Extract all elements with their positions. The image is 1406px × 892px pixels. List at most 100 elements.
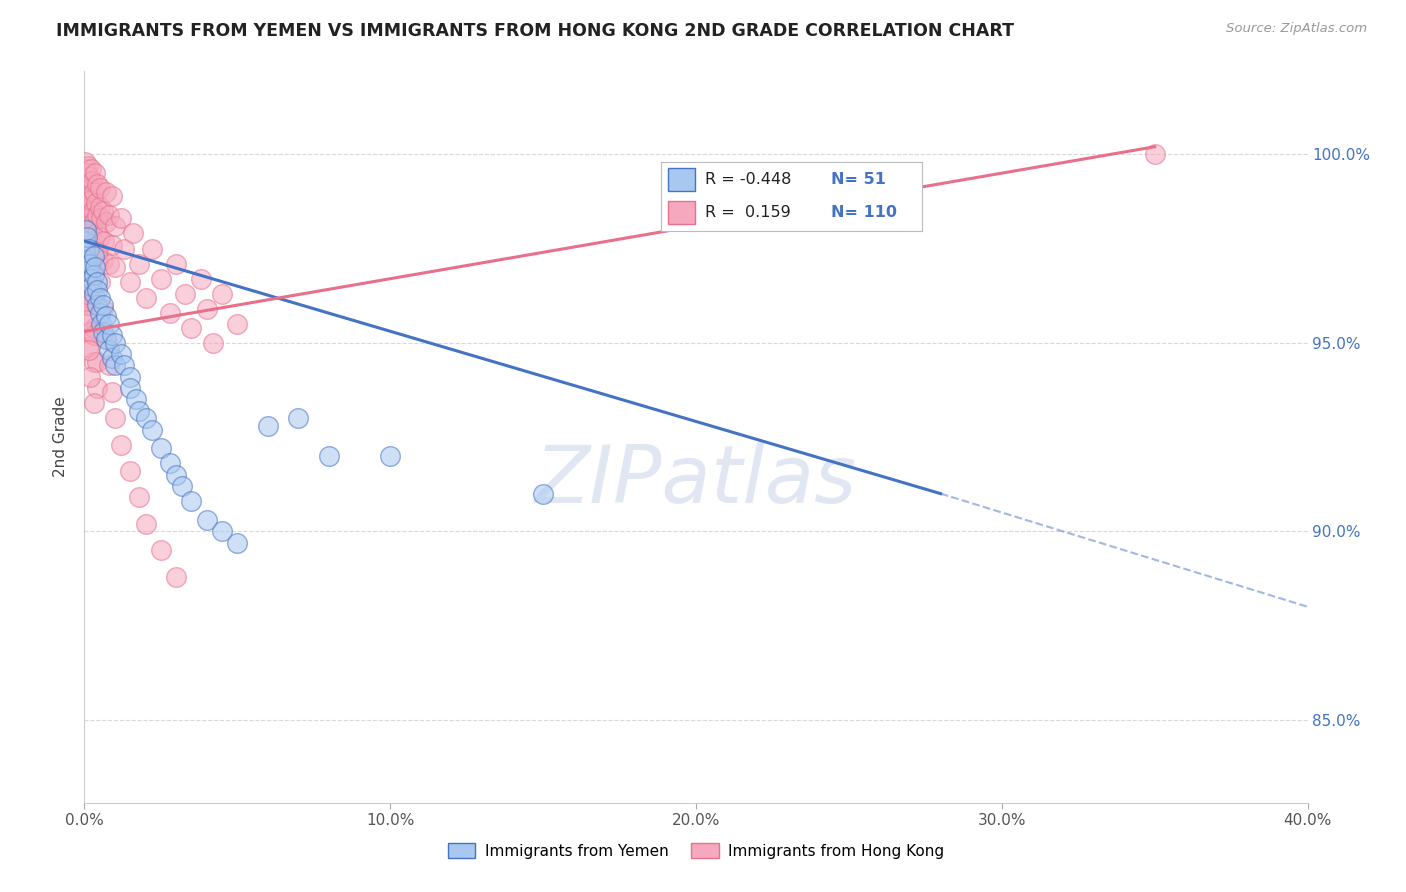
Point [83, 234, 105, 248]
Point [211, 524, 233, 539]
Point [76, 178, 98, 192]
Point [73, 174, 96, 188]
Point [287, 411, 309, 425]
Point [86, 276, 108, 290]
Point [89, 230, 111, 244]
Point [190, 271, 212, 285]
Point [79, 325, 101, 339]
Point [75, 230, 97, 244]
Point [80, 174, 103, 188]
Point [180, 494, 202, 508]
Point [128, 257, 150, 271]
Point [135, 411, 157, 425]
Point [104, 219, 127, 233]
Point [165, 257, 187, 271]
Point [75, 162, 97, 177]
Point [110, 437, 132, 451]
Point [195, 513, 218, 527]
Point [257, 418, 280, 433]
Text: Source: ZipAtlas.com: Source: ZipAtlas.com [1226, 22, 1367, 36]
Point [91, 203, 114, 218]
Point [94, 215, 117, 229]
Point [76, 271, 98, 285]
Point [73, 234, 96, 248]
Point [86, 208, 108, 222]
Point [77, 188, 100, 202]
Bar [668, 201, 695, 224]
Point [80, 193, 103, 207]
Point [79, 369, 101, 384]
Point [79, 264, 101, 278]
Point [149, 442, 172, 456]
Point [172, 479, 194, 493]
Point [91, 301, 114, 316]
Point [94, 332, 117, 346]
Point [75, 215, 97, 229]
Point [83, 185, 105, 199]
Point [83, 249, 105, 263]
Point [89, 276, 111, 290]
Point [77, 343, 100, 358]
Point [76, 230, 98, 244]
Point [110, 211, 132, 226]
Point [76, 286, 98, 301]
Point [79, 181, 101, 195]
Point [141, 242, 163, 256]
Legend: Immigrants from Yemen, Immigrants from Hong Kong: Immigrants from Yemen, Immigrants from H… [441, 837, 950, 864]
Point [77, 340, 100, 354]
Bar [668, 169, 695, 191]
Point [73, 193, 96, 207]
Point [86, 283, 108, 297]
Point [79, 211, 101, 226]
Point [82, 203, 104, 218]
Point [195, 301, 218, 316]
Text: R = -0.448: R = -0.448 [704, 172, 792, 187]
Point [80, 162, 103, 177]
Point [89, 306, 111, 320]
Point [77, 159, 100, 173]
Point [101, 328, 124, 343]
Point [76, 196, 98, 211]
Point [75, 154, 97, 169]
Point [75, 257, 97, 271]
Point [97, 208, 120, 222]
Point [77, 242, 100, 256]
Point [83, 328, 105, 343]
Point [120, 381, 142, 395]
Point [165, 569, 187, 583]
Point [159, 306, 181, 320]
Point [89, 200, 111, 214]
Point [91, 325, 114, 339]
Point [149, 543, 172, 558]
Point [83, 294, 105, 309]
Point [91, 252, 114, 267]
Point [94, 185, 117, 199]
Point [76, 298, 98, 312]
Point [77, 237, 100, 252]
Point [93, 234, 115, 248]
Point [149, 271, 172, 285]
Point [89, 291, 111, 305]
Point [83, 166, 105, 180]
Point [75, 223, 97, 237]
Point [165, 467, 187, 482]
Point [1143, 147, 1166, 161]
Point [76, 166, 98, 180]
Point [135, 291, 157, 305]
Point [159, 457, 181, 471]
Point [201, 335, 224, 350]
Point [84, 260, 107, 275]
Point [226, 535, 249, 549]
Text: R =  0.159: R = 0.159 [704, 205, 790, 220]
Point [120, 369, 142, 384]
Point [101, 351, 124, 365]
Point [128, 491, 150, 505]
Point [91, 298, 114, 312]
Point [79, 291, 101, 305]
Point [80, 242, 103, 256]
Point [84, 245, 107, 260]
Text: N= 110: N= 110 [831, 205, 897, 220]
Point [83, 396, 105, 410]
Point [226, 317, 249, 331]
Point [77, 219, 100, 233]
